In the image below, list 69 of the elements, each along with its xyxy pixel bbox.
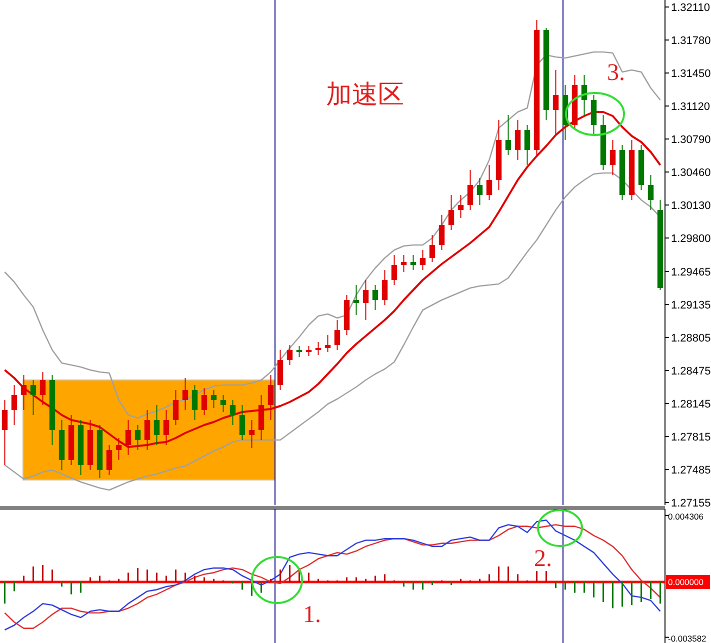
y-tick-label: 1.28805 [671,332,711,344]
candlestick [296,346,302,358]
candlestick [438,214,445,250]
candlestick [315,342,322,356]
candlestick [467,170,474,210]
annotation: 1. [303,602,321,628]
candlestick [172,390,179,426]
y-tick-label: 1.27155 [671,498,711,510]
candlestick [40,372,46,406]
candlestick [524,124,530,166]
y-tick-label: 1.29135 [671,300,711,312]
candlestick [182,378,188,410]
candlestick [429,234,436,262]
annotation: 加速区 [326,79,404,109]
y-tick-label: -0.003582 [668,633,707,643]
candlestick [220,394,226,412]
annotation: 3. [607,60,625,86]
y-tick-label: 1.29800 [671,233,711,245]
y-tick-label: 1.32110 [671,2,710,14]
candlestick [11,384,18,426]
annotation: 2. [534,546,552,572]
y-tick-label: 1.30790 [671,134,711,146]
candlestick [268,374,274,420]
candlestick [410,254,416,270]
candlestick [306,346,312,356]
candlestick [239,404,246,440]
candlestick [192,384,198,420]
candlestick [2,400,8,466]
y-tick-label: 1.30130 [671,200,711,212]
candlestick [458,194,464,218]
candlestick [210,390,217,408]
candlestick [486,164,492,200]
candlestick [476,178,483,206]
candlestick [106,444,112,476]
candlestick [505,114,512,156]
y-tick-label: 1.29465 [671,266,711,278]
candlestick [514,120,521,160]
y-tick-label: 1.28145 [671,398,711,410]
candlestick [448,194,454,230]
y-tick-label: 0.004306 [668,511,704,522]
candlestick [400,254,407,272]
candlestick [372,284,378,310]
candlestick [334,320,340,350]
candlestick [20,374,27,410]
candlestick [648,174,654,210]
y-tick-label: 1.31780 [671,35,711,47]
candlestick [163,410,170,446]
ref-line-label: 0.000000 [668,576,704,587]
candlestick [154,404,160,446]
candlestick [382,270,388,306]
candlestick [324,334,331,352]
y-tick-label: 1.27815 [671,432,711,444]
candlestick [230,400,236,426]
candlestick [201,388,208,416]
candlestick [248,420,255,448]
candlestick [391,254,398,286]
candlestick [362,280,369,320]
candlestick [286,344,293,366]
y-tick-label: 1.31120 [671,101,710,113]
y-tick-label: 1.31450 [671,68,711,80]
candlestick [420,250,426,270]
candlestick [353,284,360,316]
candlestick [134,424,141,450]
candlestick [30,380,36,416]
candlestick [610,140,616,176]
y-tick-label: 1.27485 [671,464,711,476]
y-tick-label: 1.28475 [671,366,711,378]
y-tick-label: 1.30460 [671,167,711,179]
line-series [4,51,661,419]
